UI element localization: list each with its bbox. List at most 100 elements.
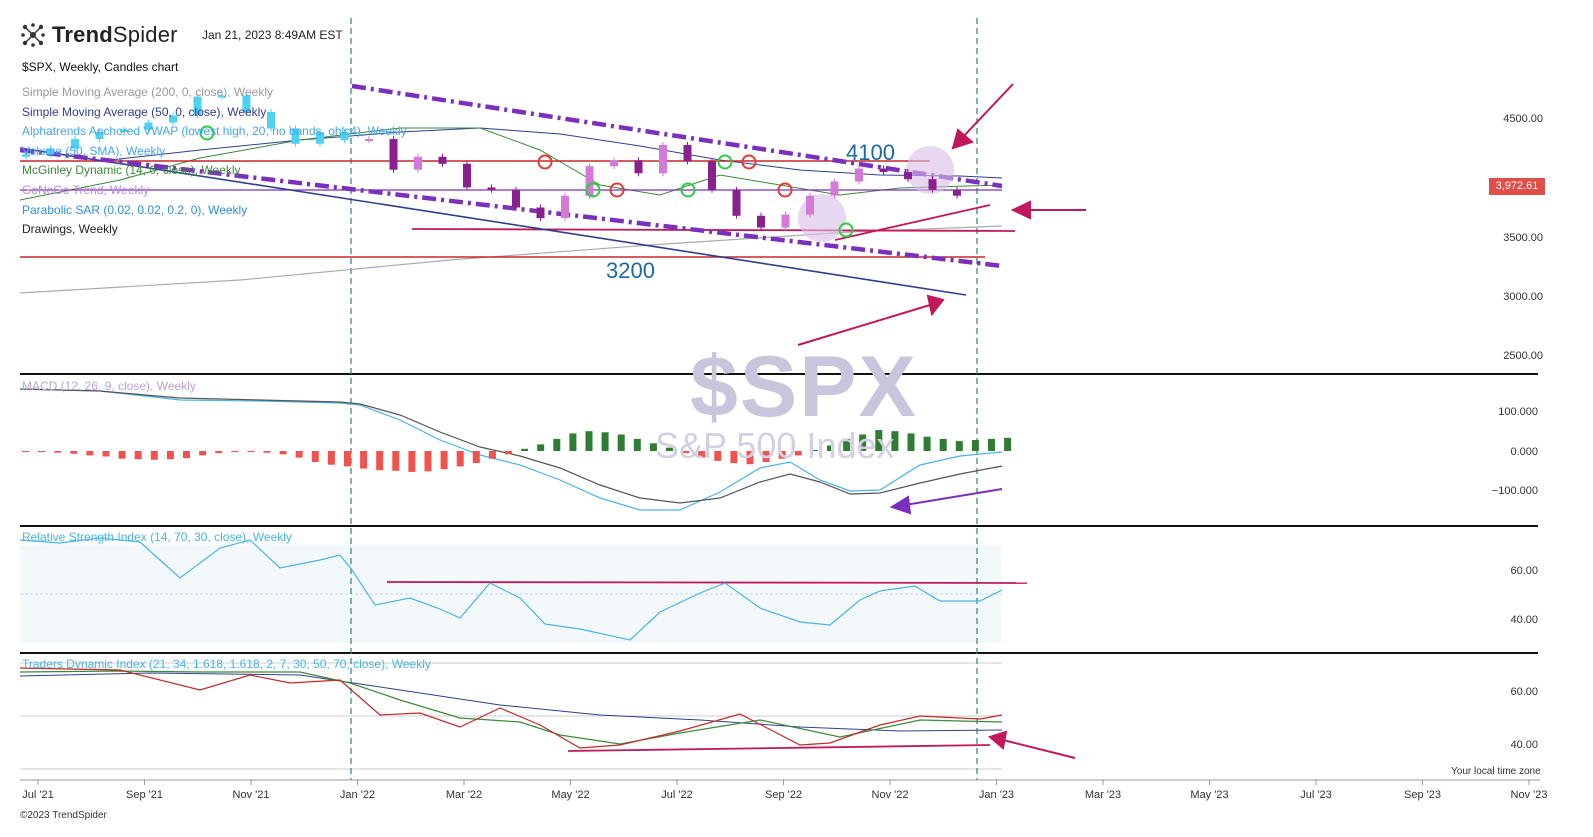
candle [71,139,79,149]
current-price-badge: 3,972.61 [1489,178,1545,195]
x-tick-label: Nov '23 [1511,789,1548,801]
x-tick-label: Jan '22 [340,789,375,801]
arrow-head [1010,200,1031,220]
macd-histogram-bar [971,440,979,451]
legend-item[interactable]: McGinley Dynamic (14, 0, close), Weekly [22,163,241,178]
candle [291,128,300,144]
candle [193,96,202,116]
macd-histogram-bar [183,451,190,459]
x-tick-label: Sep '23 [1404,789,1441,801]
macd-histogram-bar [649,443,657,451]
x-tick-label: Nov '21 [233,789,270,801]
candle [144,122,153,130]
rsi-panel-label[interactable]: Relative Strength Index (14, 70, 30, clo… [22,530,292,544]
candle [585,166,594,196]
macd-histogram-bar [215,451,223,454]
buy-signal-marker [585,182,601,198]
macd-histogram-bar [1004,437,1012,451]
candle [512,189,520,208]
candle [610,160,618,167]
channel-lower-line [19,147,1003,269]
macd-histogram-bar [859,434,867,451]
macd-histogram-bar [907,433,915,451]
x-tick-label: Nov '22 [872,789,909,801]
candle [169,115,177,123]
candles [22,92,961,231]
macd-histogram-bar [585,431,593,451]
legend-item[interactable]: GoNoGo Trend, Weekly [22,183,150,197]
tdi-rsi-price-line [19,667,1003,749]
legend-item[interactable]: Parabolic SAR (0.02, 0.02, 0.2, 0), Week… [22,202,248,217]
arrow-head [987,730,1008,750]
legend-item[interactable]: Simple Moving Average (50, 0, close), We… [22,104,267,119]
macd-histogram-bar [778,451,786,459]
candle [953,189,961,196]
candle [463,163,471,188]
macd-histogram-bar [714,451,722,461]
macd-histogram-bar [698,451,706,458]
buy-signal-marker [680,182,696,198]
macd-histogram-bar [923,436,931,451]
macd-histogram-bar [102,451,110,457]
candle [22,154,30,157]
candle [830,181,839,196]
macd-line [19,388,1003,511]
sell-signal-marker [609,182,625,198]
candle [683,144,692,162]
arrow-head [926,294,945,317]
macd-panel-label[interactable]: MACD (12, 26, 9, close), Weekly [22,379,196,393]
candle [806,195,814,215]
rsi-line [19,537,1003,641]
tdi-panel-label[interactable]: Traders Dynamic Index (21, 34, 1.618, 1.… [22,657,431,671]
candle [267,111,275,129]
macd-histogram-bar [843,438,851,451]
copyright: ©2023 TrendSpider [20,810,107,821]
candle [242,95,251,112]
macd-histogram-bar [939,438,947,451]
macd-histogram-bar [794,451,802,456]
candle [95,131,104,140]
candle [781,214,790,228]
macd-histogram-bar [311,451,319,462]
legend-item[interactable]: Simple Moving Average (200, 0, close), W… [22,85,274,99]
macd-tick: −100.000 [1492,485,1538,497]
x-tick-label: Jul '23 [1300,789,1331,801]
rsi-tick: 60.00 [1510,565,1538,577]
legend-item[interactable]: Volume (50, SMA), Weekly [22,143,166,158]
macd-histogram-bar [70,451,78,454]
macd-histogram-bar [666,447,673,451]
buy-signal-marker [199,125,215,141]
chart-title[interactable]: $SPX, Weekly, Candles chart [22,60,179,74]
x-tick-label: Mar '22 [446,789,482,801]
annotation-arrow [904,488,1003,506]
macd-histogram-bar [344,451,351,467]
x-tick-label: Jan '23 [979,789,1014,801]
legend-item[interactable]: Drawings, Weekly [22,222,118,237]
candle [365,139,373,142]
candle [634,160,643,174]
legend-item[interactable]: Alphatrends Anchored VWAP (lowest high, … [22,124,407,139]
downtrend-line [19,147,967,296]
macd-histogram-bar [810,449,818,451]
macd-histogram-bar [553,438,561,451]
macd-histogram-bar [295,451,303,458]
price-tick: 3000.00 [1503,291,1543,303]
macd-tick: 0.000 [1510,446,1538,458]
watermark-name: S&P 500 Index [655,425,895,466]
brand-logo: TrendSpider [20,22,178,48]
macd-histogram-bar [134,451,142,460]
x-tick-label: Sep '21 [126,789,163,801]
timestamp: Jan 21, 2023 8:49AM EST [202,28,343,42]
x-axis-ticks: Jul '21 Sep '21 Nov '21 Jan '22 Mar '22 May '… [22,780,1547,801]
annotation-level-upper: 4100 [846,140,895,165]
arrow-head [951,128,975,150]
candle [414,156,422,170]
macd-histogram-bar [827,445,834,451]
candle [389,139,398,170]
macd-tick: 100.000 [1498,406,1538,418]
macd-histogram-bar [472,451,480,464]
candle [879,168,888,173]
candle [120,129,128,132]
candle [438,156,447,164]
